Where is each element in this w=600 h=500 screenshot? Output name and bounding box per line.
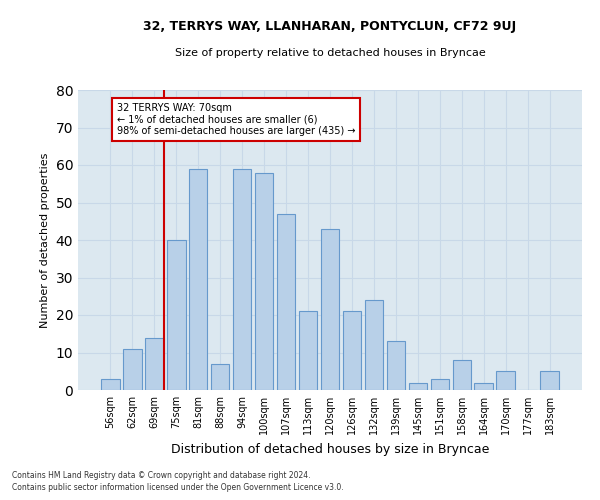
Bar <box>431 379 449 390</box>
Text: 32, TERRYS WAY, LLANHARAN, PONTYCLUN, CF72 9UJ: 32, TERRYS WAY, LLANHARAN, PONTYCLUN, CF… <box>143 20 517 33</box>
Bar <box>145 338 164 390</box>
Bar <box>496 371 515 390</box>
Bar <box>409 382 427 390</box>
Bar <box>167 240 185 390</box>
Bar <box>101 379 119 390</box>
Bar <box>211 364 229 390</box>
Bar <box>343 311 361 390</box>
Bar <box>189 169 208 390</box>
Bar <box>255 172 274 390</box>
Bar <box>233 169 251 390</box>
Bar <box>475 382 493 390</box>
Y-axis label: Number of detached properties: Number of detached properties <box>40 152 50 328</box>
Text: 32 TERRYS WAY: 70sqm
← 1% of detached houses are smaller (6)
98% of semi-detache: 32 TERRYS WAY: 70sqm ← 1% of detached ho… <box>117 103 355 136</box>
Bar <box>299 311 317 390</box>
Bar <box>386 341 405 390</box>
Bar <box>277 214 295 390</box>
Bar <box>320 229 340 390</box>
Bar <box>365 300 383 390</box>
Bar <box>123 349 142 390</box>
Text: Contains HM Land Registry data © Crown copyright and database right 2024.: Contains HM Land Registry data © Crown c… <box>12 471 311 480</box>
Text: Contains public sector information licensed under the Open Government Licence v3: Contains public sector information licen… <box>12 484 344 492</box>
Text: Size of property relative to detached houses in Bryncae: Size of property relative to detached ho… <box>175 48 485 58</box>
Bar <box>541 371 559 390</box>
Bar <box>452 360 471 390</box>
X-axis label: Distribution of detached houses by size in Bryncae: Distribution of detached houses by size … <box>171 442 489 456</box>
